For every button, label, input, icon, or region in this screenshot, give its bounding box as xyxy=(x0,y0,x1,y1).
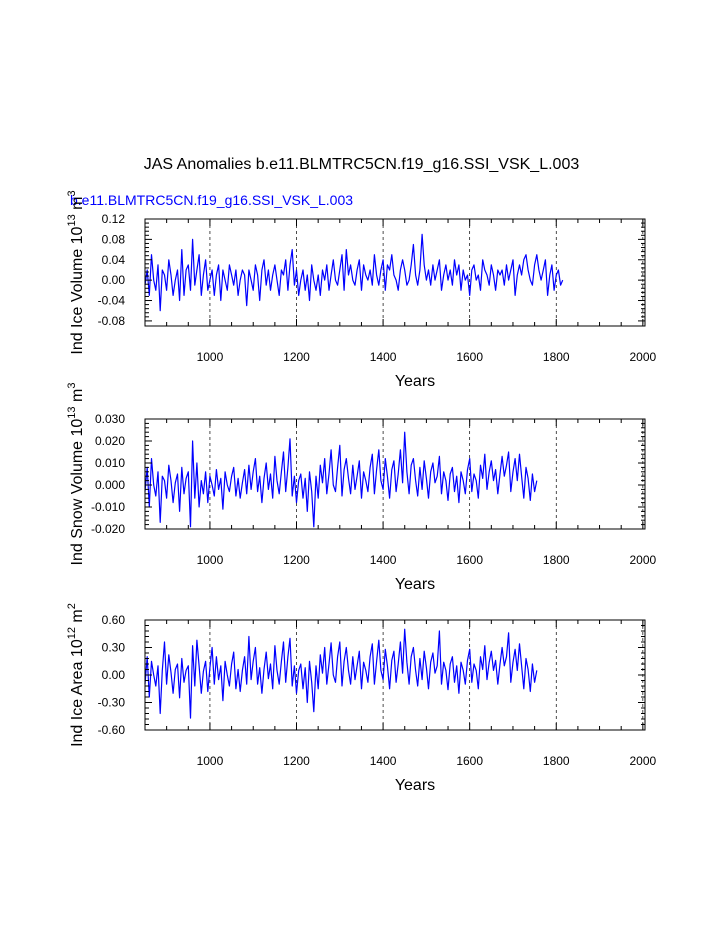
ice-area-xtick-label: 1400 xyxy=(370,754,397,768)
snow-volume-ytick-label: -0.010 xyxy=(91,500,125,514)
ice-volume-xtick-label: 1400 xyxy=(370,350,397,364)
snow-volume-ytick-label: 0.020 xyxy=(95,434,125,448)
ice-volume-xtick-label: 1800 xyxy=(543,350,570,364)
snow-volume-ytick-label: -0.020 xyxy=(91,522,125,536)
snow-volume-xtick-label: 1800 xyxy=(543,553,570,567)
snow-volume-ytick-label: 0.000 xyxy=(95,478,125,492)
ice-area-ytick-label: 0.30 xyxy=(102,641,126,655)
ice-volume-ytick-label: 0.12 xyxy=(102,212,126,226)
ice-area-ytick-label: -0.30 xyxy=(98,696,126,710)
snow-volume-ytick-label: 0.010 xyxy=(95,456,125,470)
ice-volume-ytick-label: 0.08 xyxy=(102,232,126,246)
ice-volume-plot-frame xyxy=(144,218,646,327)
ice-volume-ytick-label: -0.08 xyxy=(98,314,126,328)
ice-area-series-line xyxy=(144,628,538,719)
ice-volume-xtick-label: 1600 xyxy=(456,350,483,364)
snow-volume-plot-frame xyxy=(144,418,646,530)
ice-volume-series-line xyxy=(144,233,564,312)
ice-volume-ylabel: Ind Ice Volume 1013 m3 xyxy=(66,190,86,354)
ice-area-ytick-label: -0.60 xyxy=(98,723,126,737)
ice-area-xtick-label: 1800 xyxy=(543,754,570,768)
snow-volume-xlabel: Years xyxy=(395,576,435,593)
snow-volume-series-line xyxy=(144,431,538,528)
ice-area-xtick-label: 1000 xyxy=(197,754,224,768)
snow-volume-xtick-label: 2000 xyxy=(629,553,656,567)
snow-volume-ylabel: Ind Snow Volume 1013 m3 xyxy=(66,383,86,566)
ice-area-xtick-label: 1600 xyxy=(456,754,483,768)
ice-area-ylabel: Ind Ice Area 1012 m2 xyxy=(66,603,86,747)
snow-volume-xtick-label: 1400 xyxy=(370,553,397,567)
ice-volume-xtick-label: 1000 xyxy=(197,350,224,364)
case-label: b.e11.BLMTRC5CN.f19_g16.SSI_VSK_L.003 xyxy=(70,192,353,208)
snow-volume-xtick-label: 1200 xyxy=(283,553,310,567)
ice-area-xtick-label: 1200 xyxy=(283,754,310,768)
ice-volume-xtick-label: 1200 xyxy=(283,350,310,364)
ice-area-ytick-label: 0.60 xyxy=(102,613,126,627)
ice-volume-ytick-label: 0.00 xyxy=(102,273,126,287)
ice-volume-panel: 1000 1200 1400 1600 1800 2000 -0.08 -0.04 0.00 0.… xyxy=(66,190,657,390)
ice-volume-ytick-label: 0.04 xyxy=(102,253,126,267)
snow-volume-xtick-label: 1600 xyxy=(456,553,483,567)
ice-area-xlabel: Years xyxy=(395,777,435,794)
ice-area-xtick-label: 2000 xyxy=(629,754,656,768)
snow-volume-xtick-label: 1000 xyxy=(197,553,224,567)
ice-volume-xlabel: Years xyxy=(395,373,435,390)
page-title: JAS Anomalies b.e11.BLMTRC5CN.f19_g16.SS… xyxy=(143,156,580,173)
ice-volume-ytick-label: -0.04 xyxy=(98,294,126,308)
ice-area-ytick-label: 0.00 xyxy=(102,668,126,682)
snow-volume-panel: 1000 1200 1400 1600 1800 2000 -0.020 -0.010 0.00… xyxy=(66,383,657,593)
ice-area-panel: 1000 1200 1400 1600 1800 2000 -0.60 -0.30 0.00 0.… xyxy=(66,603,657,794)
ice-volume-xtick-label: 2000 xyxy=(629,350,656,364)
snow-volume-ytick-label: 0.030 xyxy=(95,412,125,426)
